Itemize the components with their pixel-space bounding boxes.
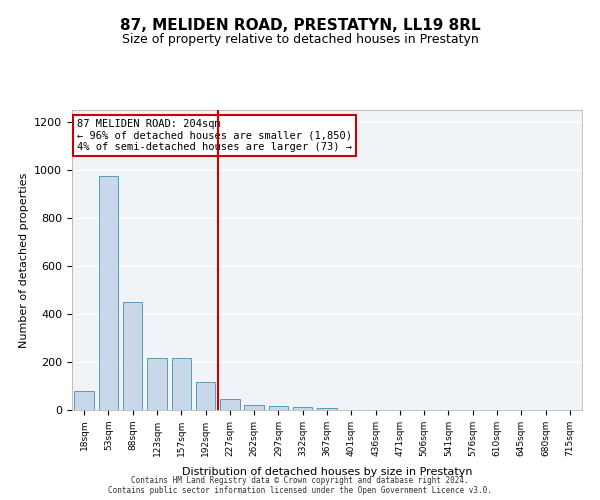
X-axis label: Distribution of detached houses by size in Prestatyn: Distribution of detached houses by size … [182,467,472,477]
Bar [220,399,239,410]
Bar [269,406,288,410]
Bar [172,358,191,410]
Text: 87, MELIDEN ROAD, PRESTATYN, LL19 8RL: 87, MELIDEN ROAD, PRESTATYN, LL19 8RL [119,18,481,32]
Bar [123,302,142,410]
Text: Contains HM Land Registry data © Crown copyright and database right 2024.
Contai: Contains HM Land Registry data © Crown c… [108,476,492,495]
Bar [147,358,167,410]
Bar [317,408,337,410]
Bar [99,176,118,410]
Bar [293,406,313,410]
Bar [196,382,215,410]
Bar [74,391,94,410]
Text: Size of property relative to detached houses in Prestatyn: Size of property relative to detached ho… [122,32,478,46]
Text: 87 MELIDEN ROAD: 204sqm
← 96% of detached houses are smaller (1,850)
4% of semi-: 87 MELIDEN ROAD: 204sqm ← 96% of detache… [77,119,352,152]
Y-axis label: Number of detached properties: Number of detached properties [19,172,29,348]
Bar [244,404,264,410]
